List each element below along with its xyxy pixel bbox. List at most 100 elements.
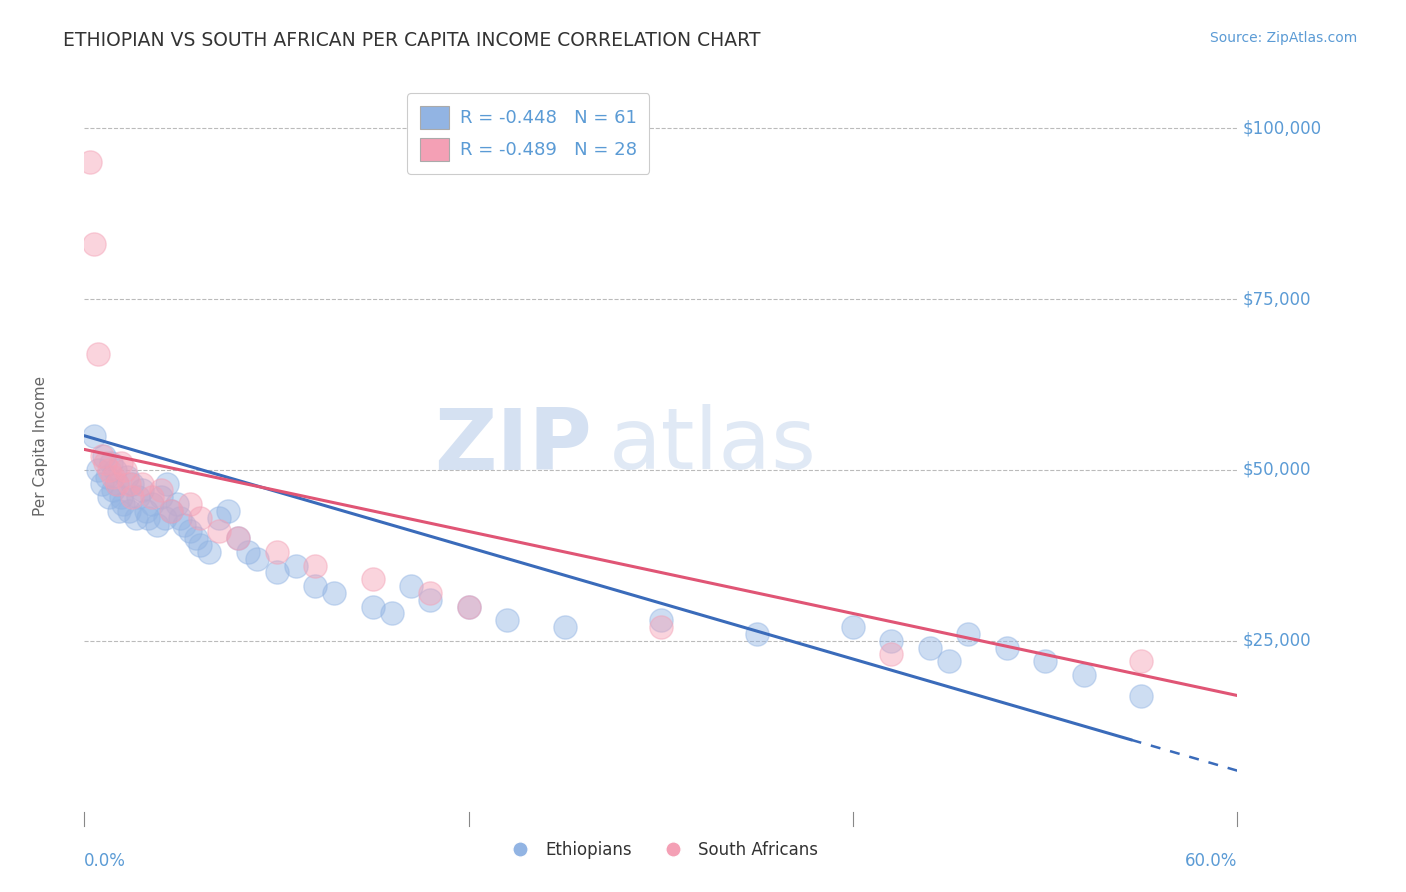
Point — [323, 586, 346, 600]
Text: Per Capita Income: Per Capita Income — [34, 376, 48, 516]
Point — [218, 504, 240, 518]
Point — [179, 524, 201, 539]
Point — [1073, 668, 1095, 682]
Point — [125, 510, 148, 524]
Point — [650, 613, 672, 627]
Point — [361, 572, 384, 586]
Point — [115, 469, 138, 483]
Point — [93, 449, 115, 463]
Point — [135, 504, 157, 518]
Point — [745, 627, 768, 641]
Text: ETHIOPIAN VS SOUTH AFRICAN PER CAPITA INCOME CORRELATION CHART: ETHIOPIAN VS SOUTH AFRICAN PER CAPITA IN… — [63, 31, 761, 50]
Point — [127, 490, 149, 504]
Text: Source: ZipAtlas.com: Source: ZipAtlas.com — [1209, 31, 1357, 45]
Point — [457, 599, 479, 614]
Point — [399, 579, 422, 593]
Point — [554, 620, 576, 634]
Point — [105, 476, 128, 491]
Point — [169, 510, 191, 524]
Text: $100,000: $100,000 — [1243, 120, 1322, 137]
Point — [117, 504, 139, 518]
Point — [1130, 689, 1153, 703]
Point — [83, 429, 105, 443]
Legend: Ethiopians, South Africans: Ethiopians, South Africans — [496, 834, 825, 865]
Point — [100, 456, 122, 470]
Point — [98, 463, 121, 477]
Point — [98, 490, 121, 504]
Point — [938, 654, 960, 668]
Point — [146, 517, 169, 532]
Text: $75,000: $75,000 — [1243, 290, 1312, 308]
Point — [650, 620, 672, 634]
Point — [150, 490, 173, 504]
Point — [266, 545, 288, 559]
Point — [87, 463, 110, 477]
Point — [87, 347, 110, 361]
Text: $50,000: $50,000 — [1243, 461, 1312, 479]
Point — [957, 627, 980, 641]
Text: 0.0%: 0.0% — [84, 852, 127, 870]
Point — [103, 469, 124, 483]
Point — [131, 476, 153, 491]
Point — [114, 463, 136, 477]
Point — [880, 633, 903, 648]
Point — [226, 531, 249, 545]
Point — [188, 510, 211, 524]
Point — [381, 607, 404, 621]
Point — [110, 490, 132, 504]
Point — [995, 640, 1018, 655]
Point — [1033, 654, 1056, 668]
Point — [117, 476, 139, 491]
Text: 60.0%: 60.0% — [1185, 852, 1237, 870]
Point — [121, 476, 143, 491]
Point — [160, 504, 183, 518]
Point — [79, 155, 101, 169]
Point — [160, 504, 183, 518]
Point — [153, 510, 176, 524]
Point — [208, 510, 231, 524]
Point — [188, 538, 211, 552]
Point — [166, 497, 188, 511]
Point — [90, 449, 112, 463]
Point — [94, 456, 117, 470]
Point — [284, 558, 307, 573]
Point — [83, 237, 105, 252]
Point — [156, 476, 179, 491]
Point — [266, 566, 288, 580]
Point — [304, 579, 326, 593]
Point — [121, 490, 143, 504]
Point — [184, 531, 207, 545]
Point — [105, 476, 128, 491]
Point — [419, 586, 441, 600]
Text: ZIP: ZIP — [434, 404, 592, 488]
Point — [131, 483, 153, 498]
Point — [198, 545, 221, 559]
Point — [110, 456, 132, 470]
Point — [179, 497, 201, 511]
Text: atlas: atlas — [609, 404, 817, 488]
Point — [111, 497, 134, 511]
Point — [150, 483, 173, 498]
Point — [226, 531, 249, 545]
Point — [842, 620, 865, 634]
Point — [236, 545, 259, 559]
Point — [246, 551, 269, 566]
Point — [90, 476, 112, 491]
Point — [304, 558, 326, 573]
Text: $25,000: $25,000 — [1243, 632, 1312, 650]
Point — [1130, 654, 1153, 668]
Point — [173, 517, 195, 532]
Point — [141, 490, 163, 504]
Point — [496, 613, 519, 627]
Point — [104, 463, 127, 477]
Point — [103, 483, 124, 498]
Point — [361, 599, 384, 614]
Point — [136, 510, 159, 524]
Point — [419, 592, 441, 607]
Point — [880, 648, 903, 662]
Point — [141, 497, 163, 511]
Point — [208, 524, 231, 539]
Point — [918, 640, 941, 655]
Point — [457, 599, 479, 614]
Point — [96, 469, 118, 483]
